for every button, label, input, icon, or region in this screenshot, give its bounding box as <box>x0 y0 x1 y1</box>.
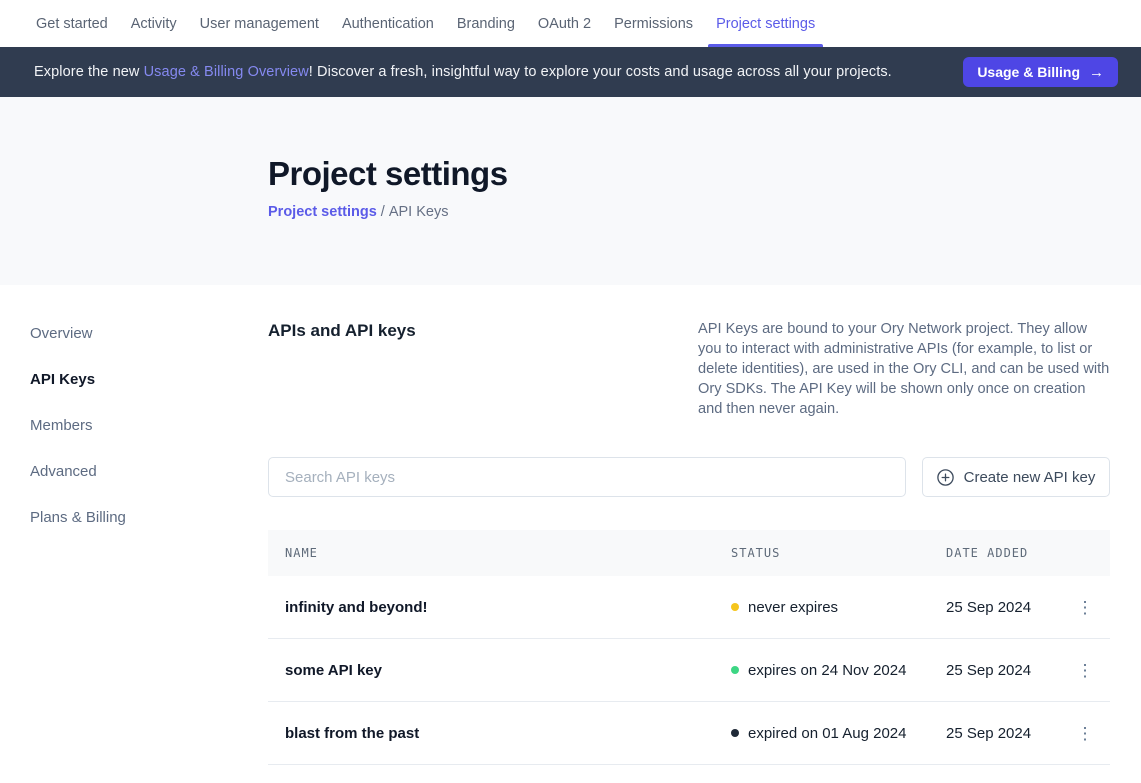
api-key-name: some API key <box>285 661 382 679</box>
sidebar-item-members[interactable]: Members <box>30 417 93 434</box>
breadcrumb-current: API Keys <box>388 204 449 220</box>
breadcrumb-project-settings[interactable]: Project settings <box>268 204 377 220</box>
sidebar-item-plans-billing[interactable]: Plans & Billing <box>30 509 126 526</box>
api-key-date-added: 25 Sep 2024 <box>946 661 1032 679</box>
status-text: expires on 24 Nov 2024 <box>748 661 907 679</box>
settings-sidebar: Overview API Keys Members Advanced Plans… <box>0 319 268 765</box>
banner-message: Explore the new Usage & Billing Overview… <box>34 64 963 80</box>
nav-tab-user-management[interactable]: User management <box>199 15 319 32</box>
status-text: expired on 01 Aug 2024 <box>748 724 907 742</box>
nav-tab-get-started[interactable]: Get started <box>36 15 108 32</box>
status-dot-icon <box>731 729 739 737</box>
table-row: some API key expires on 24 Nov 2024 25 S… <box>268 639 1110 702</box>
breadcrumb-separator: / <box>380 204 385 220</box>
nav-tab-permissions[interactable]: Permissions <box>614 15 694 32</box>
table-header-row: NAME STATUS DATE ADDED <box>268 530 1110 576</box>
api-key-status: never expires <box>731 599 946 616</box>
banner-text-suffix: ! Discover a fresh, insightful way to ex… <box>308 64 892 80</box>
page-title: Project settings <box>268 155 508 192</box>
main-panel: APIs and API keys API Keys are bound to … <box>268 319 1141 765</box>
banner-text-prefix: Explore the new <box>34 64 144 80</box>
create-api-key-button[interactable]: Create new API key <box>922 457 1110 497</box>
page-header: Project settings Project settings / API Ke… <box>0 97 1141 285</box>
content-area: Overview API Keys Members Advanced Plans… <box>0 285 1141 765</box>
create-api-key-label: Create new API key <box>963 468 1096 486</box>
status-dot-icon <box>731 603 739 611</box>
section-title: APIs and API keys <box>268 321 416 340</box>
api-key-name: blast from the past <box>285 724 420 742</box>
status-dot-icon <box>731 666 739 674</box>
search-input[interactable] <box>268 457 906 497</box>
usage-billing-button-label: Usage & Billing <box>977 64 1080 80</box>
api-key-name: infinity and beyond! <box>285 598 428 616</box>
breadcrumb: Project settings / API Keys <box>268 204 1141 220</box>
banner-usage-billing-link[interactable]: Usage & Billing Overview <box>143 64 309 80</box>
table-row: blast from the past expired on 01 Aug 20… <box>268 702 1110 765</box>
column-header-name: NAME <box>285 546 318 560</box>
column-header-status: STATUS <box>731 546 781 560</box>
search-create-row: Create new API key <box>268 457 1110 497</box>
api-keys-table: NAME STATUS DATE ADDED infinity and beyo… <box>268 530 1110 765</box>
row-menu-kebab-icon[interactable]: ⋮ <box>1071 721 1100 746</box>
plus-circle-icon <box>936 468 954 486</box>
nav-tab-branding[interactable]: Branding <box>456 15 515 32</box>
nav-tab-oauth2[interactable]: OAuth 2 <box>537 15 592 32</box>
section-description: API Keys are bound to your Ory Network p… <box>698 321 1110 417</box>
row-menu-kebab-icon[interactable]: ⋮ <box>1071 658 1100 683</box>
nav-tab-project-settings[interactable]: Project settings <box>708 0 824 47</box>
column-header-date-added: DATE ADDED <box>946 546 1029 560</box>
api-key-status: expired on 01 Aug 2024 <box>731 725 946 742</box>
usage-billing-button[interactable]: Usage & Billing → <box>963 57 1118 87</box>
row-menu-kebab-icon[interactable]: ⋮ <box>1071 595 1100 620</box>
arrow-right-icon: → <box>1089 63 1104 81</box>
sidebar-item-advanced[interactable]: Advanced <box>30 463 97 480</box>
top-navigation: Get started Activity User management Aut… <box>0 0 1141 47</box>
table-row: infinity and beyond! never expires 25 Se… <box>268 576 1110 639</box>
section-intro: APIs and API keys API Keys are bound to … <box>268 319 1110 419</box>
api-key-date-added: 25 Sep 2024 <box>946 724 1032 742</box>
status-text: never expires <box>748 598 839 616</box>
nav-tab-activity[interactable]: Activity <box>130 15 177 32</box>
usage-billing-banner: Explore the new Usage & Billing Overview… <box>0 47 1141 97</box>
nav-tab-authentication[interactable]: Authentication <box>341 15 434 32</box>
sidebar-item-overview[interactable]: Overview <box>30 325 93 342</box>
api-key-status: expires on 24 Nov 2024 <box>731 662 946 679</box>
sidebar-item-api-keys[interactable]: API Keys <box>30 371 96 388</box>
api-key-date-added: 25 Sep 2024 <box>946 598 1032 616</box>
